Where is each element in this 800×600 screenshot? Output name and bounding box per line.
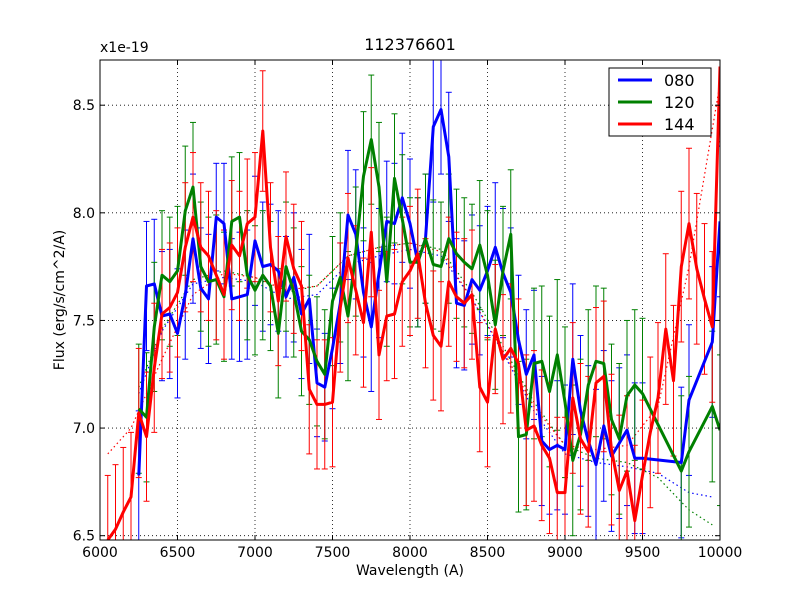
series-line-120: [137, 138, 720, 473]
x-tick-label: 8500: [470, 545, 506, 561]
x-tick-label: 6500: [160, 545, 196, 561]
x-tick-label: 8000: [392, 545, 428, 561]
x-tick-label: 10000: [698, 545, 743, 561]
data-series: [104, 60, 720, 540]
y-tick-label: 7.0: [73, 421, 95, 437]
y-tick-label: 8.5: [73, 98, 95, 114]
legend-label-144: 144: [664, 115, 695, 134]
y-tick-label: 6.5: [73, 529, 95, 545]
y-tick-label: 7.5: [73, 313, 95, 329]
chart-title: 112376601: [364, 35, 456, 54]
y-offset-label: x1e-19: [100, 40, 149, 56]
x-tick-label: 9000: [547, 545, 583, 561]
legend-label-120: 120: [664, 93, 695, 112]
x-tick-label: 7000: [237, 545, 273, 561]
y-tick-label: 8.0: [73, 206, 95, 222]
x-axis-label: Wavelength (A): [356, 563, 464, 579]
series-line-144: [106, 66, 720, 540]
legend: 080 120 144: [608, 67, 712, 137]
x-tick-label: 7500: [315, 545, 351, 561]
y-axis-label: Flux (erg/s/cm^2/A): [52, 230, 68, 370]
model-curve-144: [107, 83, 720, 455]
x-tick-label: 6000: [82, 545, 118, 561]
legend-label-080: 080: [664, 71, 695, 90]
axis-ticks: 6000 6500 7000 7500 8000 8500 9000 9500 10000 6.5…: [73, 60, 743, 561]
x-tick-label: 9500: [625, 545, 661, 561]
